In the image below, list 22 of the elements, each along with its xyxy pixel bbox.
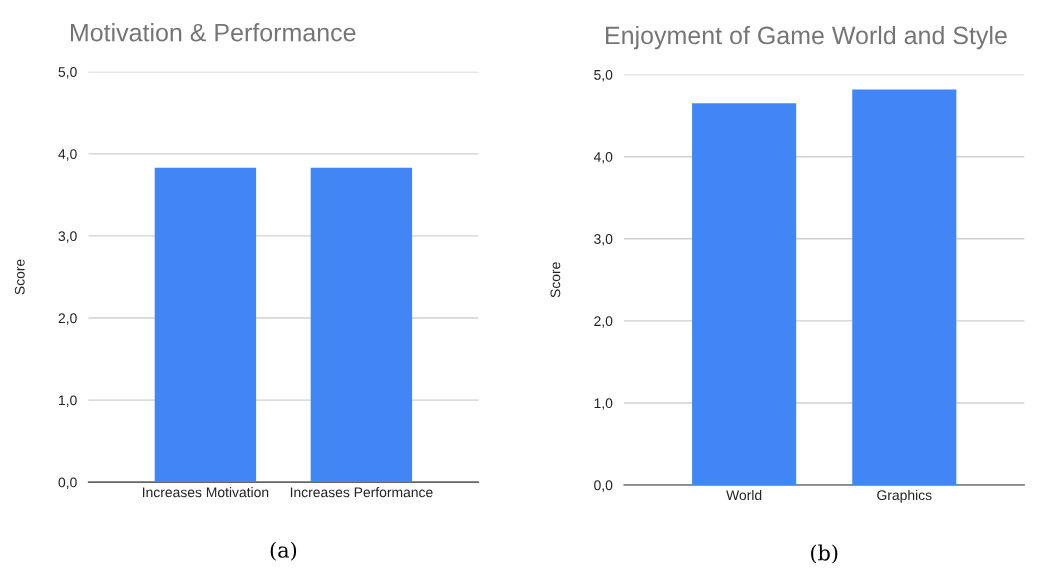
y-tick-label: 5,0 (58, 67, 77, 79)
chart-title: Enjoyment of Game World and Style (606, 25, 1007, 50)
y-axis-title: Score (14, 259, 25, 295)
y-tick-label: 4,0 (58, 149, 77, 161)
text: (a) (270, 541, 297, 561)
y-tick-label: 3,0 (594, 234, 613, 246)
y-tick-label: 0,0 (58, 477, 77, 489)
y-tick-label: 0,0 (594, 480, 613, 492)
y-axis-title: Score (550, 262, 561, 298)
y-tick-label: 5,0 (594, 69, 613, 82)
x-tick-label: Graphics (877, 489, 932, 503)
y-tick-label: 1,0 (59, 395, 77, 407)
y-tick-label: 2,0 (594, 316, 613, 328)
y-tick-label: 3,0 (58, 231, 77, 243)
text: (b) (811, 544, 838, 564)
y-tick-label: 4,0 (593, 152, 613, 164)
y-tick-label: 2,0 (58, 313, 77, 325)
chart-title: Motivation & Performance (70, 23, 356, 42)
x-tick-label: Increases Performance (290, 487, 433, 498)
x-tick-label: World (726, 489, 762, 501)
x-tick-label: Increases Motivation (143, 487, 269, 498)
y-tick-label: 1,0 (594, 398, 613, 410)
